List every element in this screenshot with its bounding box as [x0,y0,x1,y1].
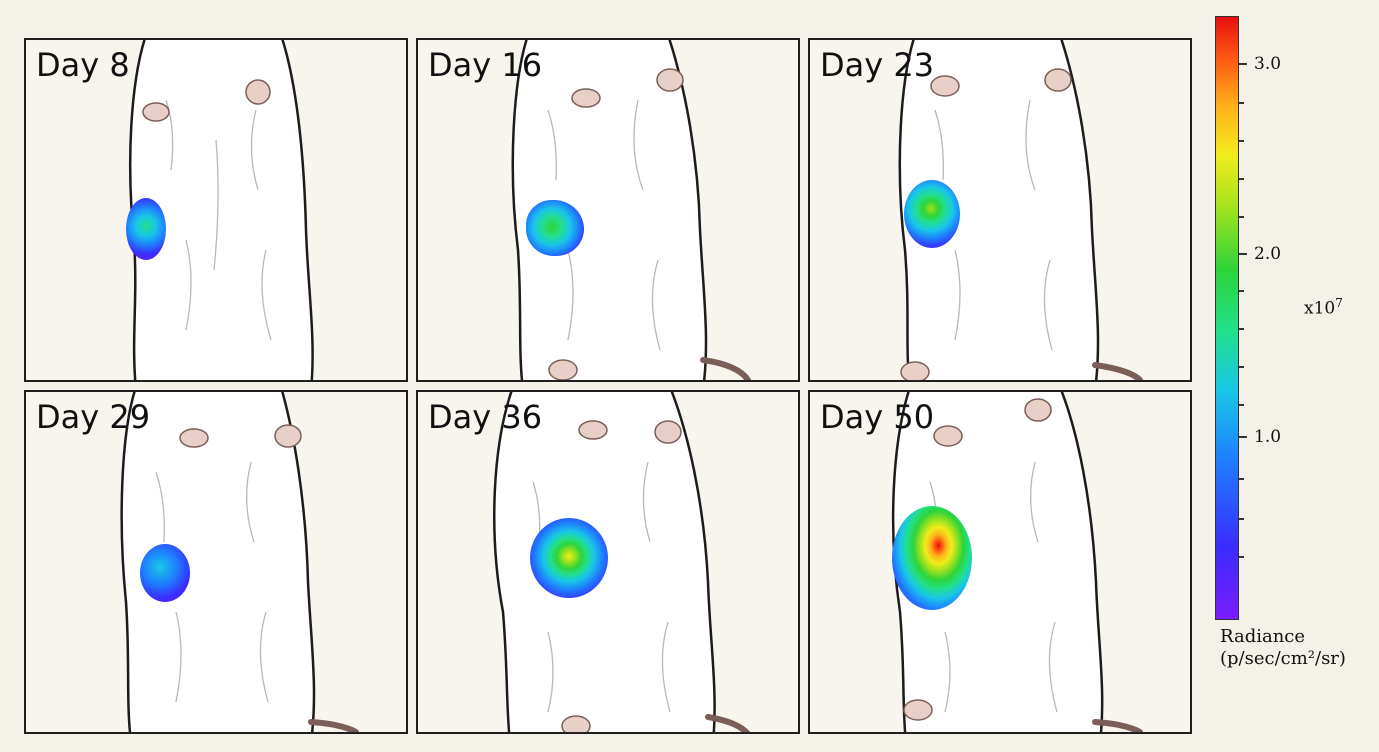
mouse-illustration [493,392,751,732]
colorbar-minor-tick [1239,478,1244,480]
bioluminescence-signal [140,544,190,602]
panel-day-29: Day 29 [24,390,408,734]
colorbar-minor-tick [1239,518,1244,520]
mouse-illustration [511,40,751,380]
colorbar-minor-tick [1239,556,1244,558]
mouse-illustration [120,392,359,732]
scale-base: x10 [1304,298,1336,319]
bioluminescence-signal [904,180,960,248]
day-label: Day 36 [428,398,543,436]
colorbar-minor-tick [1239,216,1244,218]
day-label: Day 16 [428,46,543,84]
colorbar-minor-tick [1239,328,1244,330]
day-label: Day 29 [36,398,151,436]
day-label: Day 8 [36,46,130,84]
bioluminescence-signal [126,198,166,260]
panel-day-8: Day 8 [24,38,408,382]
panel-day-50: Day 50 [808,390,1192,734]
colorbar-minor-tick [1239,290,1244,292]
colorbar-title-line1: Radiance [1220,626,1306,647]
mouse-illustration [898,40,1143,380]
bioluminescence-signal [530,518,608,598]
mouse-illustration [128,40,314,380]
colorbar-title: Radiance (p/sec/cm²/sr) [1220,626,1346,670]
colorbar-title-line2: (p/sec/cm²/sr) [1220,648,1346,669]
colorbar-minor-tick [1239,178,1244,180]
colorbar-tick-label: 3.0 [1254,54,1282,74]
bioluminescence-signal [526,200,584,256]
panel-day-36: Day 36 [416,390,800,734]
day-label: Day 23 [820,46,935,84]
panel-day-16: Day 16 [416,38,800,382]
colorbar-minor-tick [1239,404,1244,406]
colorbar-minor-tick [1239,140,1244,142]
panel-day-23: Day 23 [808,38,1192,382]
colorbar-minor-tick [1239,366,1244,368]
colorbar-tick [1239,63,1247,65]
mouse-illustration [891,392,1143,732]
scale-exponent: 7 [1335,296,1343,310]
colorbar-tick-label: 1.0 [1254,427,1282,447]
day-label: Day 50 [820,398,935,436]
colorbar-tick [1239,436,1247,438]
radiance-colorbar [1215,16,1239,620]
colorbar-tick [1239,253,1247,255]
bioluminescence-signal [892,506,972,610]
colorbar-tick-label: 2.0 [1254,244,1282,264]
colorbar-minor-tick [1239,102,1244,104]
colorbar-scale-factor: x107 [1304,296,1343,319]
